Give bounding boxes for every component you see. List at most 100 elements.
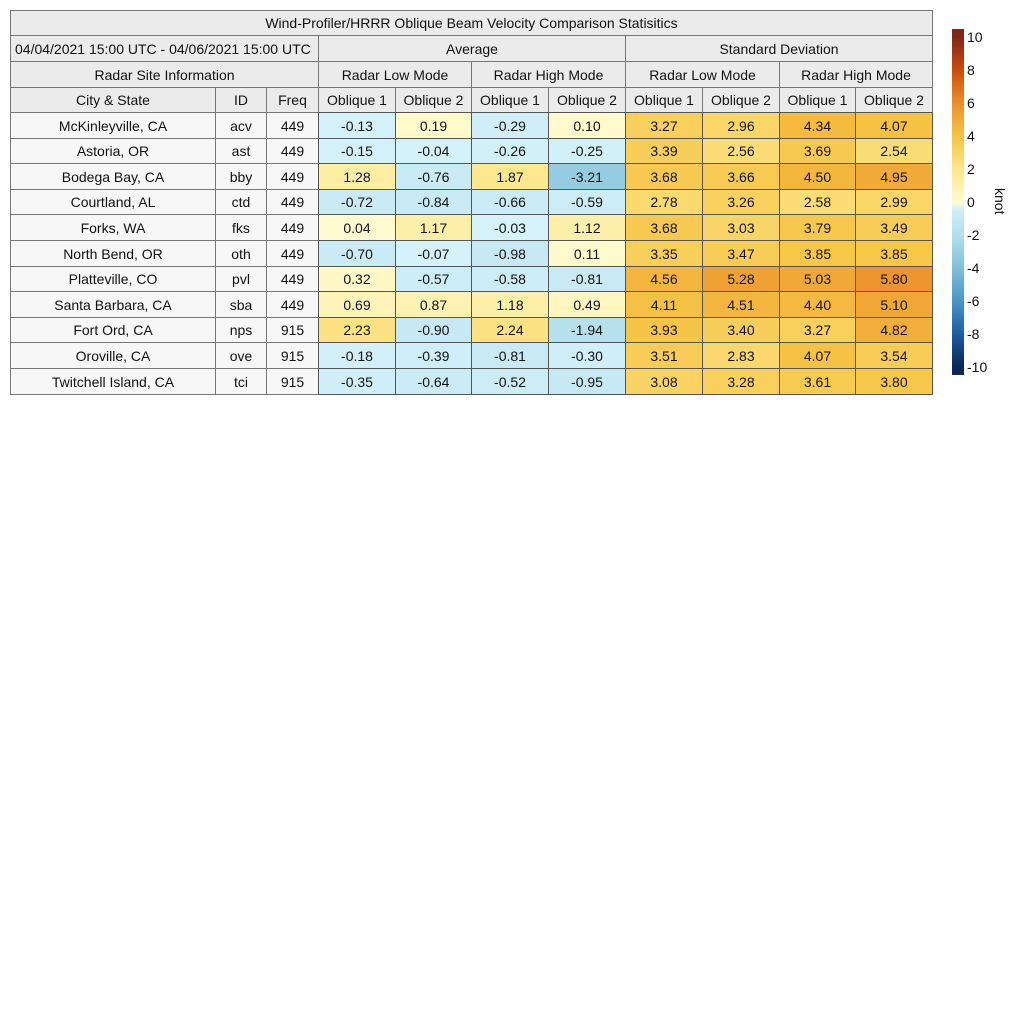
city-cell: Courtland, AL: [10, 189, 216, 215]
id-cell: ast: [215, 138, 267, 164]
id-cell: oth: [215, 240, 267, 267]
value-cell: 0.19: [395, 112, 472, 139]
value-cell: -0.30: [548, 342, 626, 369]
freq-cell: 449: [266, 266, 319, 292]
id-cell: ove: [215, 342, 267, 369]
value-cell: 0.87: [395, 291, 472, 318]
value-cell: 3.61: [779, 368, 856, 395]
column-header: Oblique 1: [318, 87, 396, 113]
value-cell: 2.58: [779, 189, 856, 215]
id-cell: fks: [215, 214, 267, 241]
colorbar-tick: -4: [967, 259, 980, 276]
colorbar-tick: 0: [967, 194, 975, 210]
value-cell: -0.18: [318, 342, 396, 369]
colorbar-tick: -10: [967, 358, 988, 375]
freq-cell: 449: [266, 214, 319, 241]
value-cell: 0.69: [318, 291, 396, 318]
value-cell: -0.81: [548, 266, 626, 292]
freq-cell: 449: [266, 112, 319, 139]
value-cell: -0.58: [471, 266, 549, 292]
group-std: Standard Deviation: [625, 35, 933, 62]
column-header: ID: [215, 87, 267, 113]
value-cell: 0.04: [318, 214, 396, 241]
value-cell: 5.03: [779, 266, 856, 292]
value-cell: 3.68: [625, 214, 703, 241]
value-cell: 1.28: [318, 163, 396, 190]
colorbar-tick: 4: [967, 128, 975, 145]
column-header: Oblique 2: [395, 87, 472, 113]
colorbar-label: knot: [992, 188, 1008, 215]
value-cell: 3.51: [625, 342, 703, 369]
value-cell: 4.07: [779, 342, 856, 369]
value-cell: 2.24: [471, 317, 549, 343]
column-header: Oblique 1: [471, 87, 549, 113]
freq-cell: 915: [266, 317, 319, 343]
freq-cell: 449: [266, 240, 319, 267]
value-cell: -0.39: [395, 342, 472, 369]
value-cell: 3.26: [702, 189, 780, 215]
value-cell: 0.10: [548, 112, 626, 139]
value-cell: 3.79: [779, 214, 856, 241]
value-cell: -0.15: [318, 138, 396, 164]
value-cell: 0.32: [318, 266, 396, 292]
value-cell: -0.98: [471, 240, 549, 267]
value-cell: 1.87: [471, 163, 549, 190]
freq-cell: 449: [266, 189, 319, 215]
freq-cell: 915: [266, 342, 319, 369]
id-cell: sba: [215, 291, 267, 318]
value-cell: 3.28: [702, 368, 780, 395]
value-cell: 3.27: [779, 317, 856, 343]
value-cell: -1.94: [548, 317, 626, 343]
value-cell: 3.39: [625, 138, 703, 164]
value-cell: 2.96: [702, 112, 780, 139]
freq-cell: 449: [266, 163, 319, 190]
mode-header: Radar Low Mode: [318, 61, 472, 88]
column-header: City & State: [10, 87, 216, 113]
colorbar-tick: 6: [967, 95, 975, 112]
value-cell: 5.80: [855, 266, 933, 292]
value-cell: 4.07: [855, 112, 933, 139]
colorbar-tick: 2: [967, 161, 975, 178]
value-cell: 2.54: [855, 138, 933, 164]
value-cell: -0.03: [471, 214, 549, 241]
id-cell: acv: [215, 112, 267, 139]
value-cell: 1.17: [395, 214, 472, 241]
value-cell: -0.52: [471, 368, 549, 395]
mode-header: Radar High Mode: [779, 61, 933, 88]
mode-header: Radar Low Mode: [625, 61, 780, 88]
value-cell: 3.03: [702, 214, 780, 241]
value-cell: 3.68: [625, 163, 703, 190]
value-cell: 0.49: [548, 291, 626, 318]
date-range: 04/04/2021 15:00 UTC - 04/06/2021 15:00 …: [10, 35, 319, 62]
value-cell: -0.04: [395, 138, 472, 164]
colorbar-tick: -6: [967, 292, 980, 309]
city-cell: Fort Ord, CA: [10, 317, 216, 343]
value-cell: -0.66: [471, 189, 549, 215]
colorbar: [952, 29, 964, 375]
value-cell: 3.49: [855, 214, 933, 241]
freq-cell: 915: [266, 368, 319, 395]
value-cell: 4.34: [779, 112, 856, 139]
city-cell: Bodega Bay, CA: [10, 163, 216, 190]
value-cell: 3.69: [779, 138, 856, 164]
column-header: Oblique 2: [702, 87, 780, 113]
value-cell: 3.35: [625, 240, 703, 267]
value-cell: 2.78: [625, 189, 703, 215]
city-cell: Santa Barbara, CA: [10, 291, 216, 318]
id-cell: tci: [215, 368, 267, 395]
value-cell: 3.54: [855, 342, 933, 369]
city-cell: Astoria, OR: [10, 138, 216, 164]
id-cell: bby: [215, 163, 267, 190]
column-header: Freq: [266, 87, 319, 113]
value-cell: 3.85: [779, 240, 856, 267]
value-cell: 3.27: [625, 112, 703, 139]
value-cell: 4.40: [779, 291, 856, 318]
value-cell: 4.56: [625, 266, 703, 292]
chart-title: Wind-Profiler/HRRR Oblique Beam Velocity…: [10, 10, 933, 36]
city-cell: McKinleyville, CA: [10, 112, 216, 139]
value-cell: -0.26: [471, 138, 549, 164]
column-header: Oblique 1: [779, 87, 856, 113]
id-cell: pvl: [215, 266, 267, 292]
value-cell: 3.40: [702, 317, 780, 343]
value-cell: 2.83: [702, 342, 780, 369]
